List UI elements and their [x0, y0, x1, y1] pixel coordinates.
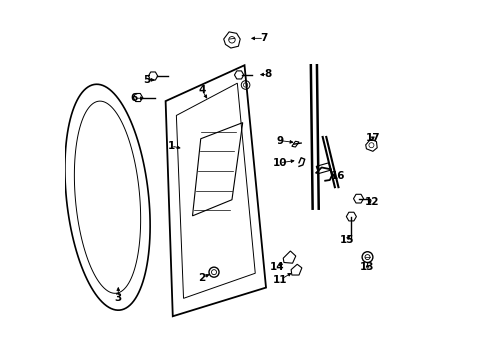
Text: 5: 5 — [143, 75, 150, 85]
Text: 12: 12 — [364, 197, 378, 207]
Text: 14: 14 — [269, 262, 284, 272]
Text: 1: 1 — [167, 141, 174, 151]
Text: 9: 9 — [276, 136, 283, 145]
Text: 17: 17 — [365, 133, 379, 143]
Text: 2: 2 — [198, 273, 205, 283]
Text: 8: 8 — [264, 69, 271, 79]
Text: 16: 16 — [330, 171, 345, 181]
Text: 6: 6 — [130, 93, 138, 103]
Text: 3: 3 — [114, 293, 122, 303]
Text: 10: 10 — [272, 158, 286, 168]
Text: 7: 7 — [260, 33, 267, 43]
Text: 15: 15 — [339, 235, 353, 245]
Text: 11: 11 — [273, 275, 287, 285]
Text: 4: 4 — [198, 85, 205, 95]
Text: 13: 13 — [360, 262, 374, 272]
